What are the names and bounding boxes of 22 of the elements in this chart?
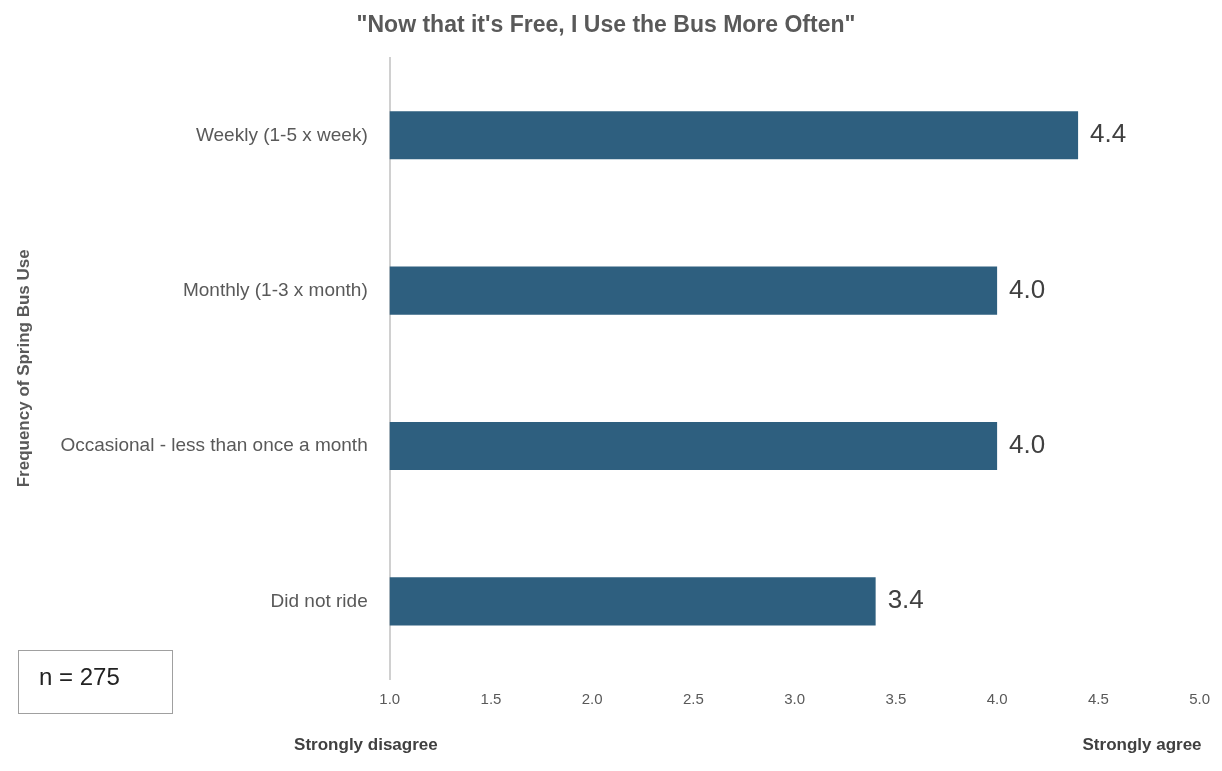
- x-tick-label: 2.0: [581, 690, 603, 708]
- x-tick-label: 1.0: [379, 690, 401, 708]
- data-label: 4.0: [1009, 429, 1046, 460]
- x-tick-label: 3.0: [784, 690, 806, 708]
- text: n = 275: [18, 650, 173, 714]
- y-tick-label: Monthly (1-3 x month): [182, 278, 368, 300]
- x-tick-label: 4.0: [986, 690, 1008, 708]
- x-tick-label: 2.5: [682, 690, 704, 708]
- data-label: 3.4: [887, 584, 924, 615]
- x-tick-label: 4.5: [1087, 690, 1109, 708]
- x-tick-label: 1.5: [480, 690, 502, 708]
- x-tick-label: 3.5: [885, 690, 907, 708]
- data-label: 4.0: [1009, 273, 1046, 304]
- text: Strongly disagree: [294, 734, 438, 754]
- y-tick-label: Occasional - less than once a month: [60, 434, 368, 456]
- chart-title: "Now that it's Free, I Use the Bus More Often": [356, 11, 856, 38]
- y-axis-title: Frequency of Spring Bus Use: [13, 249, 33, 488]
- x-tick-label: 5.0: [1189, 690, 1210, 708]
- y-tick-label: Did not ride: [270, 589, 368, 611]
- data-label: 4.4: [1090, 118, 1127, 149]
- text: Strongly agree: [1082, 734, 1202, 754]
- y-tick-label: Weekly (1-5 x week): [195, 123, 368, 145]
